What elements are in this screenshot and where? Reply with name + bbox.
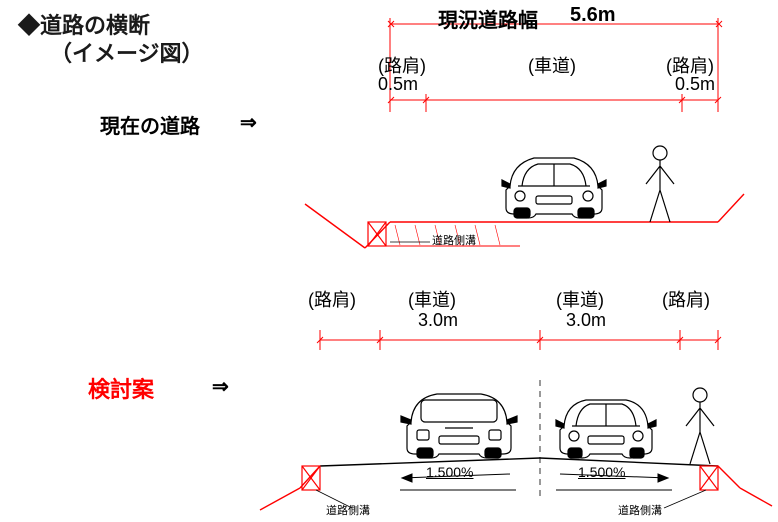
- pedestrian-icon-2: [680, 386, 720, 468]
- car-rear-icon: [395, 384, 523, 466]
- prop-shoulder-r-label: (路肩): [662, 286, 710, 312]
- slope-right: 1.500%: [578, 464, 625, 480]
- prop-lane-r-val: 3.0m: [566, 310, 606, 331]
- slope-left: 1.500%: [426, 464, 473, 480]
- prop-gutter-r: 道路側溝: [618, 502, 662, 518]
- car-front-icon: [550, 388, 662, 466]
- prop-lane-r-label: (車道): [556, 286, 604, 312]
- prop-lane-l-val: 3.0m: [418, 310, 458, 331]
- prop-lane-l-label: (車道): [408, 286, 456, 312]
- prop-shoulder-l-label: (路肩): [308, 286, 356, 312]
- prop-gutter-l: 道路側溝: [326, 502, 370, 518]
